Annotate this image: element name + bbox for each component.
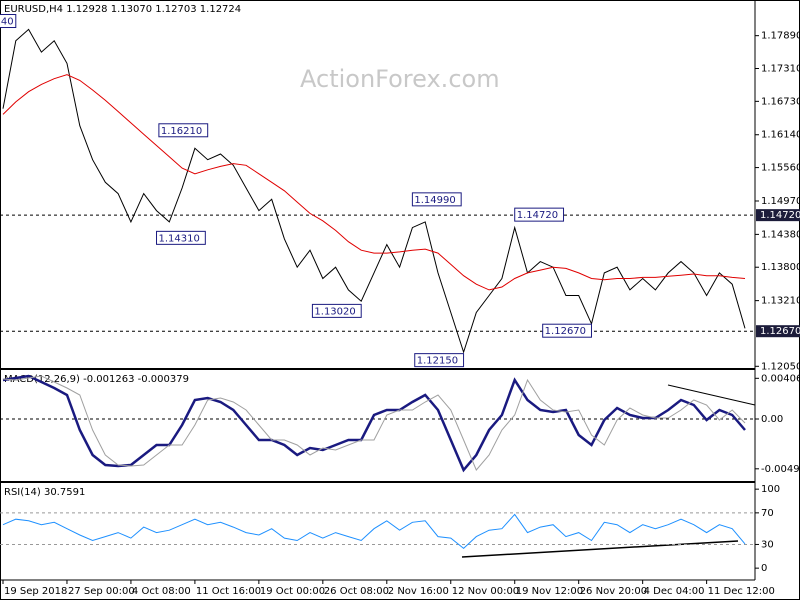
y-tick-label: 1.14380 bbox=[761, 229, 800, 240]
y-tick-label: 1.17890 bbox=[761, 31, 800, 42]
annotation-box bbox=[514, 207, 565, 222]
x-tick-label: 19 Oct 00:00 bbox=[260, 586, 325, 597]
annotation-label: 1.14990 bbox=[414, 195, 455, 206]
x-tick-label: 26 Oct 08:00 bbox=[324, 586, 389, 597]
annotation-box bbox=[414, 353, 465, 368]
series-line bbox=[2, 74, 746, 291]
watermark: ActionForex.com bbox=[300, 65, 500, 93]
y-tick-label: 70 bbox=[761, 508, 774, 519]
y-tick-label: 30 bbox=[761, 539, 774, 550]
x-tick-label: 4 Oct 08:00 bbox=[132, 586, 191, 597]
y-tick-label: 1.13210 bbox=[761, 296, 800, 307]
y-tick-label: 1.15560 bbox=[761, 163, 800, 174]
y-tick-label: 1.12050 bbox=[761, 361, 800, 372]
x-tick-label: 27 Sep 00:00 bbox=[68, 586, 135, 597]
annotation-label: 1.16210 bbox=[161, 126, 202, 137]
y-tick-label: 100 bbox=[761, 484, 780, 495]
chart-title: RSI(14) 30.7591 bbox=[4, 487, 85, 498]
y-tick-label: 0.00 bbox=[761, 414, 783, 425]
annotation-box bbox=[542, 323, 592, 338]
x-tick-label: 19 Nov 12:00 bbox=[516, 586, 583, 597]
y-tick-label: 1.16140 bbox=[761, 130, 800, 141]
annotation-label: 1.14310 bbox=[159, 233, 200, 244]
x-tick-label: 11 Oct 16:00 bbox=[196, 586, 261, 597]
level-label: 1.12670 bbox=[760, 326, 800, 337]
x-tick-label: 26 Nov 20:00 bbox=[580, 586, 647, 597]
y-tick-label: 1.16730 bbox=[761, 96, 800, 107]
annotation-label: 1.13020 bbox=[314, 306, 355, 317]
trendline bbox=[461, 540, 739, 558]
x-tick-label: 2 Nov 16:00 bbox=[388, 586, 449, 597]
annotation-label: 8140 bbox=[0, 17, 14, 28]
y-tick-label: -0.004981 bbox=[761, 464, 800, 475]
annotation-box bbox=[156, 230, 206, 245]
annotation-label: 1.12150 bbox=[417, 356, 458, 367]
trendline bbox=[667, 384, 756, 406]
series-line bbox=[2, 513, 746, 550]
annotation-label: 1.14720 bbox=[517, 210, 558, 221]
chart-title: EURUSD,H4 1.12928 1.13070 1.12703 1.1272… bbox=[4, 4, 241, 15]
y-tick-label: 0 bbox=[761, 563, 767, 574]
y-tick-label: 1.13800 bbox=[761, 262, 800, 273]
series-line bbox=[2, 375, 746, 471]
level-label-box bbox=[756, 209, 800, 222]
y-tick-label: 1.17310 bbox=[761, 64, 800, 75]
x-tick-label: 11 Dec 12:00 bbox=[708, 586, 775, 597]
y-tick-label: 0.004069 bbox=[761, 373, 800, 384]
level-label-box bbox=[756, 325, 800, 338]
x-tick-label: 12 Nov 00:00 bbox=[452, 586, 519, 597]
annotation-box bbox=[311, 303, 362, 318]
x-tick-label: 19 Sep 2018 bbox=[4, 586, 67, 597]
annotation-box bbox=[411, 192, 462, 207]
y-tick-label: 1.14970 bbox=[761, 196, 800, 207]
level-label: 1.14720 bbox=[760, 210, 800, 221]
x-tick-label: 4 Dec 04:00 bbox=[644, 586, 705, 597]
annotation-box bbox=[158, 123, 209, 138]
annotation-box bbox=[0, 14, 17, 29]
series-line bbox=[2, 28, 746, 354]
chart-title: MACD(12,26,9) -0.001263 -0.000379 bbox=[4, 374, 189, 385]
annotation-label: 1.12670 bbox=[545, 326, 586, 337]
